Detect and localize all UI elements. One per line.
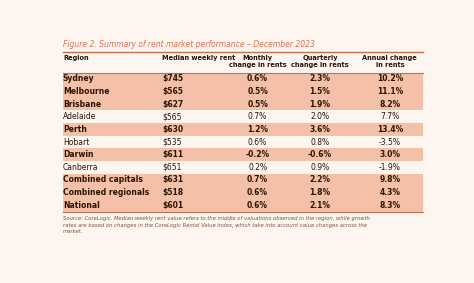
Text: 8.3%: 8.3% [379,201,401,210]
Text: $565: $565 [162,87,183,96]
Bar [63,174,423,186]
Text: 0.8%: 0.8% [310,138,329,147]
Text: $627: $627 [162,100,183,109]
Text: 7.7%: 7.7% [380,112,400,121]
Text: 2.0%: 2.0% [310,112,329,121]
Text: Figure 2. Summary of rent market performance – December 2023: Figure 2. Summary of rent market perform… [63,40,315,50]
Text: National: National [63,201,100,210]
Text: -0.6%: -0.6% [308,150,332,159]
Text: $651: $651 [162,163,182,172]
Text: 1.2%: 1.2% [247,125,268,134]
Bar [63,123,423,136]
Text: 11.1%: 11.1% [377,87,403,96]
Text: 10.2%: 10.2% [377,74,403,83]
Text: 0.6%: 0.6% [247,201,268,210]
Text: $611: $611 [162,150,183,159]
Text: 0.5%: 0.5% [247,100,268,109]
Text: 0.2%: 0.2% [248,163,267,172]
Text: 2.1%: 2.1% [310,201,330,210]
Text: Combined capitals: Combined capitals [63,175,143,185]
Text: 9.8%: 9.8% [379,175,401,185]
Text: 0.7%: 0.7% [248,112,267,121]
Text: 1.8%: 1.8% [310,188,331,197]
Text: 3.6%: 3.6% [310,125,330,134]
Text: $631: $631 [162,175,183,185]
Text: 1.9%: 1.9% [310,100,330,109]
Text: -0.2%: -0.2% [246,150,270,159]
Text: $518: $518 [162,188,183,197]
Text: $630: $630 [162,125,183,134]
Text: Region: Region [63,55,89,61]
Text: Melbourne: Melbourne [63,87,109,96]
Text: Brisbane: Brisbane [63,100,101,109]
Text: Hobart: Hobart [63,138,89,147]
Text: $601: $601 [162,201,183,210]
Text: $565: $565 [162,112,182,121]
Text: 0.7%: 0.7% [247,175,268,185]
Bar [63,186,423,199]
Text: Darwin: Darwin [63,150,93,159]
Text: Adelaide: Adelaide [63,112,96,121]
Text: $745: $745 [162,74,183,83]
Text: 0.6%: 0.6% [247,188,268,197]
Text: -1.9%: -1.9% [379,163,401,172]
Text: Annual change
in rents: Annual change in rents [363,55,417,68]
Text: -3.5%: -3.5% [379,138,401,147]
Text: Perth: Perth [63,125,87,134]
Text: Canberra: Canberra [63,163,99,172]
Text: Combined regionals: Combined regionals [63,188,149,197]
Text: $535: $535 [162,138,182,147]
Text: 2.3%: 2.3% [310,74,330,83]
Text: 0.5%: 0.5% [247,87,268,96]
Bar [63,72,423,85]
Text: 0.6%: 0.6% [248,138,267,147]
Text: Source: CoreLogic. Median weekly rent value refers to the middle of valuations o: Source: CoreLogic. Median weekly rent va… [63,216,370,234]
Text: 8.2%: 8.2% [379,100,401,109]
Bar [63,148,423,161]
Bar [63,85,423,98]
Text: 13.4%: 13.4% [377,125,403,134]
Text: 3.0%: 3.0% [379,150,401,159]
Text: Monthly
change in rents: Monthly change in rents [229,55,286,68]
Bar [63,199,423,212]
Text: 2.2%: 2.2% [310,175,330,185]
Text: 0.9%: 0.9% [310,163,330,172]
Text: 4.3%: 4.3% [379,188,401,197]
Bar [63,98,423,110]
Text: Median weekly rent: Median weekly rent [162,55,236,61]
Text: Sydney: Sydney [63,74,94,83]
Text: 1.5%: 1.5% [310,87,330,96]
Text: Quarterly
change in rents: Quarterly change in rents [291,55,349,68]
Text: 0.6%: 0.6% [247,74,268,83]
